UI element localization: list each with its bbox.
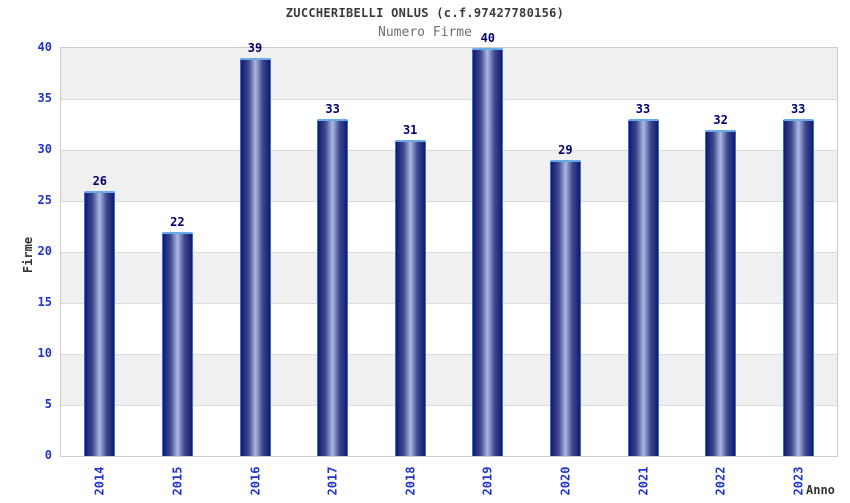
y-tick-label: 30 bbox=[37, 142, 52, 156]
x-tick-label: 2017 bbox=[313, 459, 353, 503]
bar-value-label: 39 bbox=[247, 41, 263, 56]
y-tick-label: 15 bbox=[37, 295, 52, 309]
y-tick-label: 35 bbox=[37, 91, 52, 105]
bar-2016 bbox=[239, 58, 271, 456]
x-tick-label: 2021 bbox=[623, 459, 663, 503]
x-tick-label: 2022 bbox=[701, 459, 741, 503]
x-tick-text: 2016 bbox=[248, 466, 262, 496]
bar-2018 bbox=[394, 139, 426, 456]
gridline bbox=[61, 405, 837, 406]
x-tick-text: 2020 bbox=[558, 466, 573, 496]
x-tick-label: 2015 bbox=[157, 459, 197, 503]
x-axis-title: Anno bbox=[806, 483, 835, 497]
bar-2015 bbox=[161, 231, 193, 456]
bar-value-label: 40 bbox=[480, 31, 496, 45]
gridline bbox=[61, 150, 837, 151]
x-tick-text: 2017 bbox=[325, 466, 340, 496]
bar-2022 bbox=[705, 129, 737, 456]
y-axis-title: Firme bbox=[6, 225, 50, 285]
y-axis-title-text: Firme bbox=[21, 236, 35, 274]
x-tick-label: 2018 bbox=[390, 459, 430, 503]
bar-value-label: 29 bbox=[558, 143, 573, 158]
x-tick-text: 2023 bbox=[791, 466, 806, 496]
gridline bbox=[61, 252, 837, 253]
bar-value-label: 26 bbox=[92, 173, 108, 188]
gridline bbox=[61, 303, 837, 304]
bar-value-label: 22 bbox=[170, 214, 185, 229]
plot-area: 26 22 39 33 31 40 29 33 32 33 bbox=[60, 31, 838, 457]
x-tick-text: 2018 bbox=[403, 466, 418, 496]
x-tick-label: 2014 bbox=[80, 459, 120, 503]
x-tick-text: 2022 bbox=[713, 466, 728, 496]
x-tick-label: 2020 bbox=[545, 459, 585, 503]
y-tick-label: 20 bbox=[37, 244, 52, 258]
bar-2021 bbox=[627, 119, 659, 456]
chart-subtitle: Numero Firme bbox=[378, 25, 472, 40]
y-tick-label: 10 bbox=[37, 346, 52, 360]
bar-value-label: 31 bbox=[402, 122, 418, 137]
grid-band bbox=[61, 48, 837, 99]
x-tick-text: 2019 bbox=[480, 466, 495, 496]
bar-2023 bbox=[782, 119, 814, 456]
x-tick-text: 2015 bbox=[170, 466, 185, 496]
y-tick-label: 5 bbox=[44, 397, 52, 411]
bar-2019 bbox=[472, 48, 504, 456]
bar-value-label: 33 bbox=[790, 102, 806, 117]
y-tick-label: 0 bbox=[44, 448, 52, 462]
bar-value-label: 33 bbox=[325, 102, 340, 117]
bar-value-label: 33 bbox=[635, 102, 651, 117]
gridline bbox=[61, 354, 837, 355]
bar-2014 bbox=[84, 190, 116, 456]
x-tick-label: 2016 bbox=[235, 459, 275, 503]
x-tick-text: 2021 bbox=[636, 466, 650, 496]
x-tick-text: 2014 bbox=[92, 466, 107, 496]
bar-value-label: 32 bbox=[713, 112, 728, 127]
chart-title: ZUCCHERIBELLI ONLUS (c.f.97427780156) bbox=[285, 6, 565, 20]
gridline bbox=[61, 99, 837, 100]
gridline bbox=[61, 201, 837, 202]
bar-2017 bbox=[317, 119, 349, 456]
y-tick-label: 40 bbox=[37, 40, 52, 54]
x-tick-label: 2019 bbox=[468, 459, 508, 503]
y-tick-label: 25 bbox=[37, 193, 52, 207]
bar-2020 bbox=[549, 160, 581, 456]
